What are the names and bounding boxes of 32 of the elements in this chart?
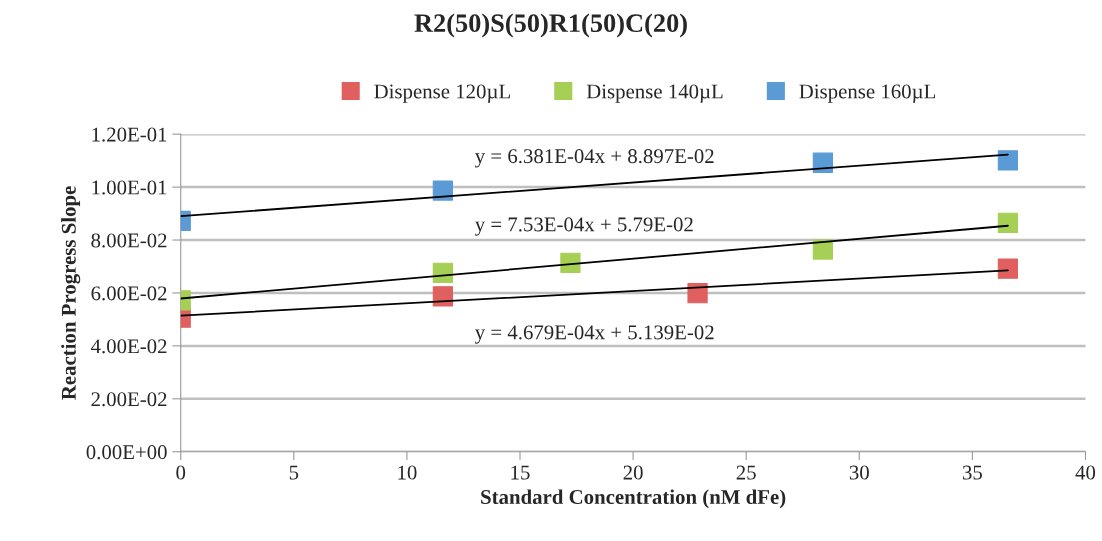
point [432, 286, 454, 307]
legend-label: Dispense 140µL [586, 84, 723, 103]
y-tick-label: 1.20E-01 [92, 127, 167, 142]
chart-title: R2(50)S(50)R1(50)C(20) [414, 13, 687, 38]
x-tick-label: 35 [962, 465, 982, 480]
annotation: y = 4.679E-04x + 5.139E-02 [475, 325, 714, 344]
point [432, 180, 454, 201]
y-tick-label: 2.00E-02 [91, 392, 167, 407]
x-tick-label: 20 [623, 465, 643, 480]
legend-label: Dispense 160µL [799, 84, 936, 103]
annotation: y = 7.53E-04x + 5.79E-02 [475, 217, 693, 236]
x-tick-label: 0 [176, 465, 186, 480]
legend-label: Dispense 120µL [374, 84, 510, 103]
point [997, 258, 1019, 279]
y-axis-title: Reaction Progress Slope [61, 186, 81, 400]
x-tick-label: 40 [1075, 465, 1096, 480]
x-tick-label: 10 [398, 465, 417, 480]
y-tick-label: 4.00E-02 [90, 339, 167, 354]
point [560, 252, 581, 273]
point [812, 239, 833, 260]
x-tick-label: 30 [849, 465, 869, 480]
y-tick-label: 6.00E-02 [91, 286, 167, 301]
y-tick-label: 8.00E-02 [91, 233, 167, 248]
x-tick-label: 25 [736, 465, 756, 480]
x-tick-label: 5 [289, 465, 299, 480]
point [997, 212, 1019, 233]
x-axis-title: Standard Concentration (nM dFe) [481, 489, 786, 509]
y-tick-label: 1.00E-01 [92, 180, 167, 195]
x-tick-label: 15 [511, 465, 530, 480]
annotation: y = 6.381E-04x + 8.897E-02 [475, 149, 714, 168]
point [997, 150, 1019, 171]
y-tick-label: 0.00E+00 [86, 445, 167, 460]
